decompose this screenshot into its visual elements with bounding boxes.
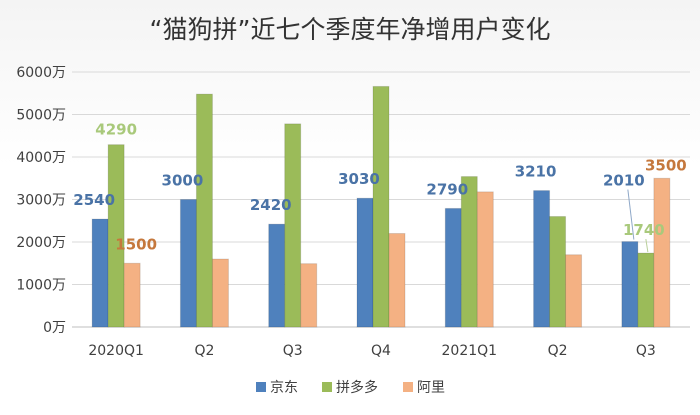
y-axis-ticks: 0万 1000万 2000万 3000万 4000万 5000万 6000万 — [16, 65, 66, 336]
bar — [372, 85, 390, 328]
data-label: 1740 — [623, 221, 665, 239]
bar — [123, 262, 141, 328]
data-label: 4290 — [95, 121, 137, 139]
bars — [91, 85, 671, 328]
x-category-label: Q4 — [371, 343, 391, 359]
y-tick-label: 3000万 — [16, 193, 66, 209]
y-tick-label: 4000万 — [16, 150, 66, 166]
data-label: 3030 — [338, 170, 380, 188]
bar — [565, 254, 583, 328]
bar — [388, 233, 406, 328]
x-category-label: Q3 — [636, 343, 656, 359]
bar — [268, 223, 286, 328]
x-axis-categories: 2020Q1 Q2 Q3 Q4 2021Q1 Q2 Q3 — [88, 343, 655, 359]
legend-swatch — [256, 382, 266, 392]
legend-label: 拼多多 — [336, 379, 378, 396]
data-label: 2540 — [73, 191, 115, 209]
bar — [637, 252, 655, 328]
leader-line — [627, 189, 635, 240]
data-label: 2010 — [603, 172, 645, 190]
legend: 京东 拼多多 阿里 — [256, 379, 445, 396]
data-label: 3210 — [515, 163, 557, 181]
bar — [460, 176, 478, 328]
y-tick-label: 6000万 — [16, 65, 66, 81]
bar — [444, 207, 462, 328]
bar — [533, 190, 551, 328]
bar — [621, 241, 639, 328]
bar — [549, 216, 567, 328]
bar — [284, 123, 302, 328]
leader-line — [645, 238, 649, 253]
data-label: 2420 — [250, 196, 292, 214]
legend-swatch — [322, 382, 332, 392]
bar — [476, 191, 494, 328]
x-category-label: Q3 — [283, 343, 303, 359]
y-tick-label: 2000万 — [16, 235, 66, 251]
data-labels: 2540 4290 1500 3000 2420 3030 2790 3210 2010 1740… — [73, 121, 686, 254]
y-tick-label: 5000万 — [16, 108, 66, 124]
legend-label: 阿里 — [417, 380, 445, 396]
x-category-label: Q2 — [194, 343, 214, 359]
bar — [107, 144, 125, 328]
bar — [195, 93, 213, 328]
bar — [300, 263, 318, 328]
x-category-label: Q2 — [548, 343, 568, 359]
bar — [356, 197, 374, 328]
bar — [179, 199, 197, 328]
x-category-label: 2021Q1 — [442, 343, 498, 359]
data-label: 1500 — [115, 235, 157, 253]
chart-title: “猫狗拼”近七个季度年净增用户变化 — [150, 15, 551, 44]
data-label: 2790 — [426, 180, 468, 198]
data-label: 3000 — [162, 172, 204, 190]
bar — [653, 177, 671, 328]
bar — [211, 258, 229, 328]
bar — [91, 218, 109, 328]
legend-label: 京东 — [270, 380, 298, 396]
data-label: 3500 — [645, 156, 687, 174]
y-tick-label: 1000万 — [16, 278, 66, 294]
legend-swatch — [403, 382, 413, 392]
y-tick-label: 0万 — [43, 320, 66, 336]
x-category-label: 2020Q1 — [88, 343, 144, 359]
